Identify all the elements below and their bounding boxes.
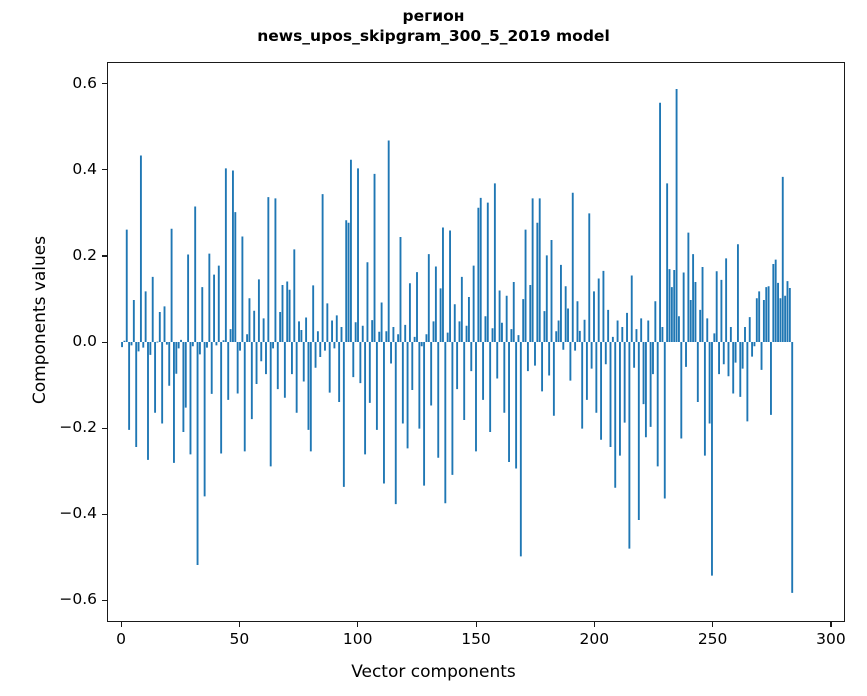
- bar-group: [121, 89, 794, 593]
- x-tickmark: [712, 622, 714, 627]
- y-tick-label: 0.6: [72, 73, 97, 92]
- x-tick-label: 0: [116, 630, 127, 648]
- y-tick-label: −0.4: [59, 504, 97, 523]
- x-tickmark: [593, 622, 595, 627]
- bar-series: [121, 89, 794, 593]
- chart-title-line1: регион: [402, 7, 465, 25]
- x-tick-label: 200: [579, 630, 610, 648]
- x-tickmark: [475, 622, 477, 627]
- x-tickmark: [830, 622, 832, 627]
- x-tickmark: [238, 622, 240, 627]
- chart-title: регион news_upos_skipgram_300_5_2019 mod…: [0, 6, 867, 46]
- x-tick-label: 150: [461, 630, 491, 648]
- x-tick-label: 300: [816, 630, 846, 648]
- x-tick-label: 250: [697, 630, 728, 648]
- x-tickmark: [120, 622, 122, 627]
- y-axis-label: Components values: [30, 235, 50, 405]
- y-tick-label: −0.6: [59, 590, 97, 609]
- chart-title-line2: news_upos_skipgram_300_5_2019 model: [257, 27, 610, 45]
- x-tick-label: 100: [342, 630, 373, 648]
- x-axis-label: Vector components: [351, 662, 516, 682]
- x-tickmark: [357, 622, 359, 627]
- plot-axes: [107, 62, 845, 622]
- x-tick-label: 50: [229, 630, 250, 648]
